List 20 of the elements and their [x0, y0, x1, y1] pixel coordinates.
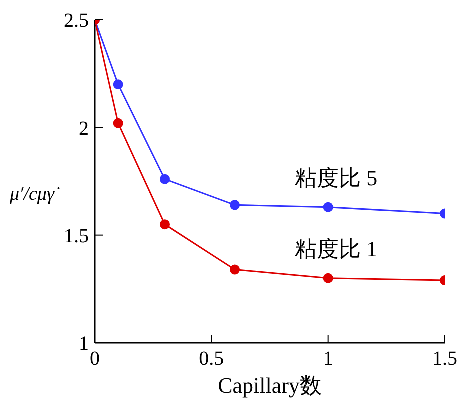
series-label: 粘度比 1 [295, 236, 378, 262]
point [113, 118, 124, 128]
y-tick-label: 2.5 [64, 10, 89, 32]
x-tick-label: 0.5 [199, 348, 224, 370]
y-axis-title: μ′/cμγ̇ [9, 184, 60, 205]
series-label: 粘度比 5 [295, 165, 378, 190]
x-tick-label: 0 [90, 348, 100, 370]
point [113, 80, 124, 90]
x-tick-label: 1.5 [432, 348, 458, 370]
y-tick-label: 1.5 [64, 225, 89, 248]
y-tick-label: 2 [79, 118, 89, 140]
point [230, 200, 240, 210]
x-tick-label: 1 [323, 348, 334, 370]
point [323, 202, 334, 212]
point [323, 273, 334, 284]
point [230, 264, 240, 275]
point [160, 220, 170, 230]
point [160, 174, 170, 184]
y-tick-label: 1 [79, 333, 89, 356]
x-axis-title: Capillary数 [218, 373, 322, 398]
